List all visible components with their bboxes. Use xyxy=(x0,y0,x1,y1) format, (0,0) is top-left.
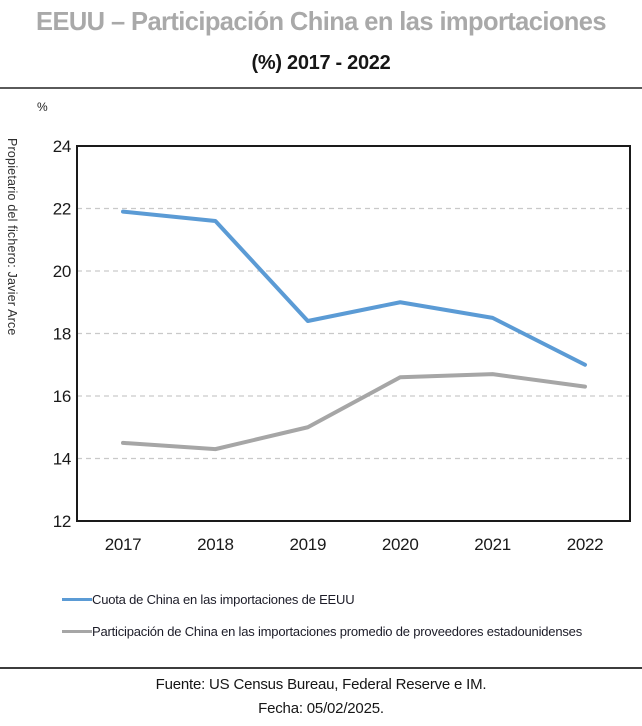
legend-line-marker-blue xyxy=(62,597,92,602)
y-axis-unit-label: % xyxy=(37,100,48,114)
svg-text:22: 22 xyxy=(53,200,71,219)
legend-item-participacion: Participación de China en las importacio… xyxy=(62,624,637,639)
svg-text:2018: 2018 xyxy=(197,535,234,554)
svg-text:2021: 2021 xyxy=(474,535,511,554)
top-divider xyxy=(0,87,642,89)
svg-text:2022: 2022 xyxy=(567,535,604,554)
svg-text:16: 16 xyxy=(53,387,71,406)
legend-label-cuota: Cuota de China en las importaciones de E… xyxy=(92,592,355,607)
series-line-1 xyxy=(121,372,587,452)
footer-source-text: Fuente: US Census Bureau, Federal Reserv… xyxy=(155,676,487,693)
x-axis-tick-labels: 2017 2018 2019 2020 2021 2022 xyxy=(105,535,604,554)
svg-text:12: 12 xyxy=(53,512,71,531)
legend-line-marker-gray xyxy=(62,629,92,634)
svg-text:2019: 2019 xyxy=(289,535,326,554)
page-title: EEUU – Participación China en las import… xyxy=(36,6,606,36)
svg-text:18: 18 xyxy=(53,325,71,344)
svg-text:20: 20 xyxy=(53,262,71,281)
legend-label-participacion: Participación de China en las importacio… xyxy=(92,624,582,639)
plot-border xyxy=(76,145,631,522)
svg-text:2017: 2017 xyxy=(105,535,142,554)
svg-text:14: 14 xyxy=(53,450,71,469)
footer-divider xyxy=(0,667,642,669)
footer-date-text: Fecha: 05/02/2025. xyxy=(258,700,384,717)
series-line-0 xyxy=(121,209,587,367)
legend-item-cuota: Cuota de China en las importaciones de E… xyxy=(62,592,637,607)
svg-text:24: 24 xyxy=(53,137,71,156)
y-axis-tick-labels: 12 14 16 18 20 22 24 xyxy=(53,137,72,531)
chart-legend: Cuota de China en las importaciones de E… xyxy=(62,592,637,656)
page-subtitle: (%) 2017 - 2022 xyxy=(251,52,391,74)
file-owner-watermark: Propietario del fichero: Javier Arce xyxy=(5,138,19,336)
svg-text:2020: 2020 xyxy=(382,535,419,554)
gridlines xyxy=(77,207,630,460)
